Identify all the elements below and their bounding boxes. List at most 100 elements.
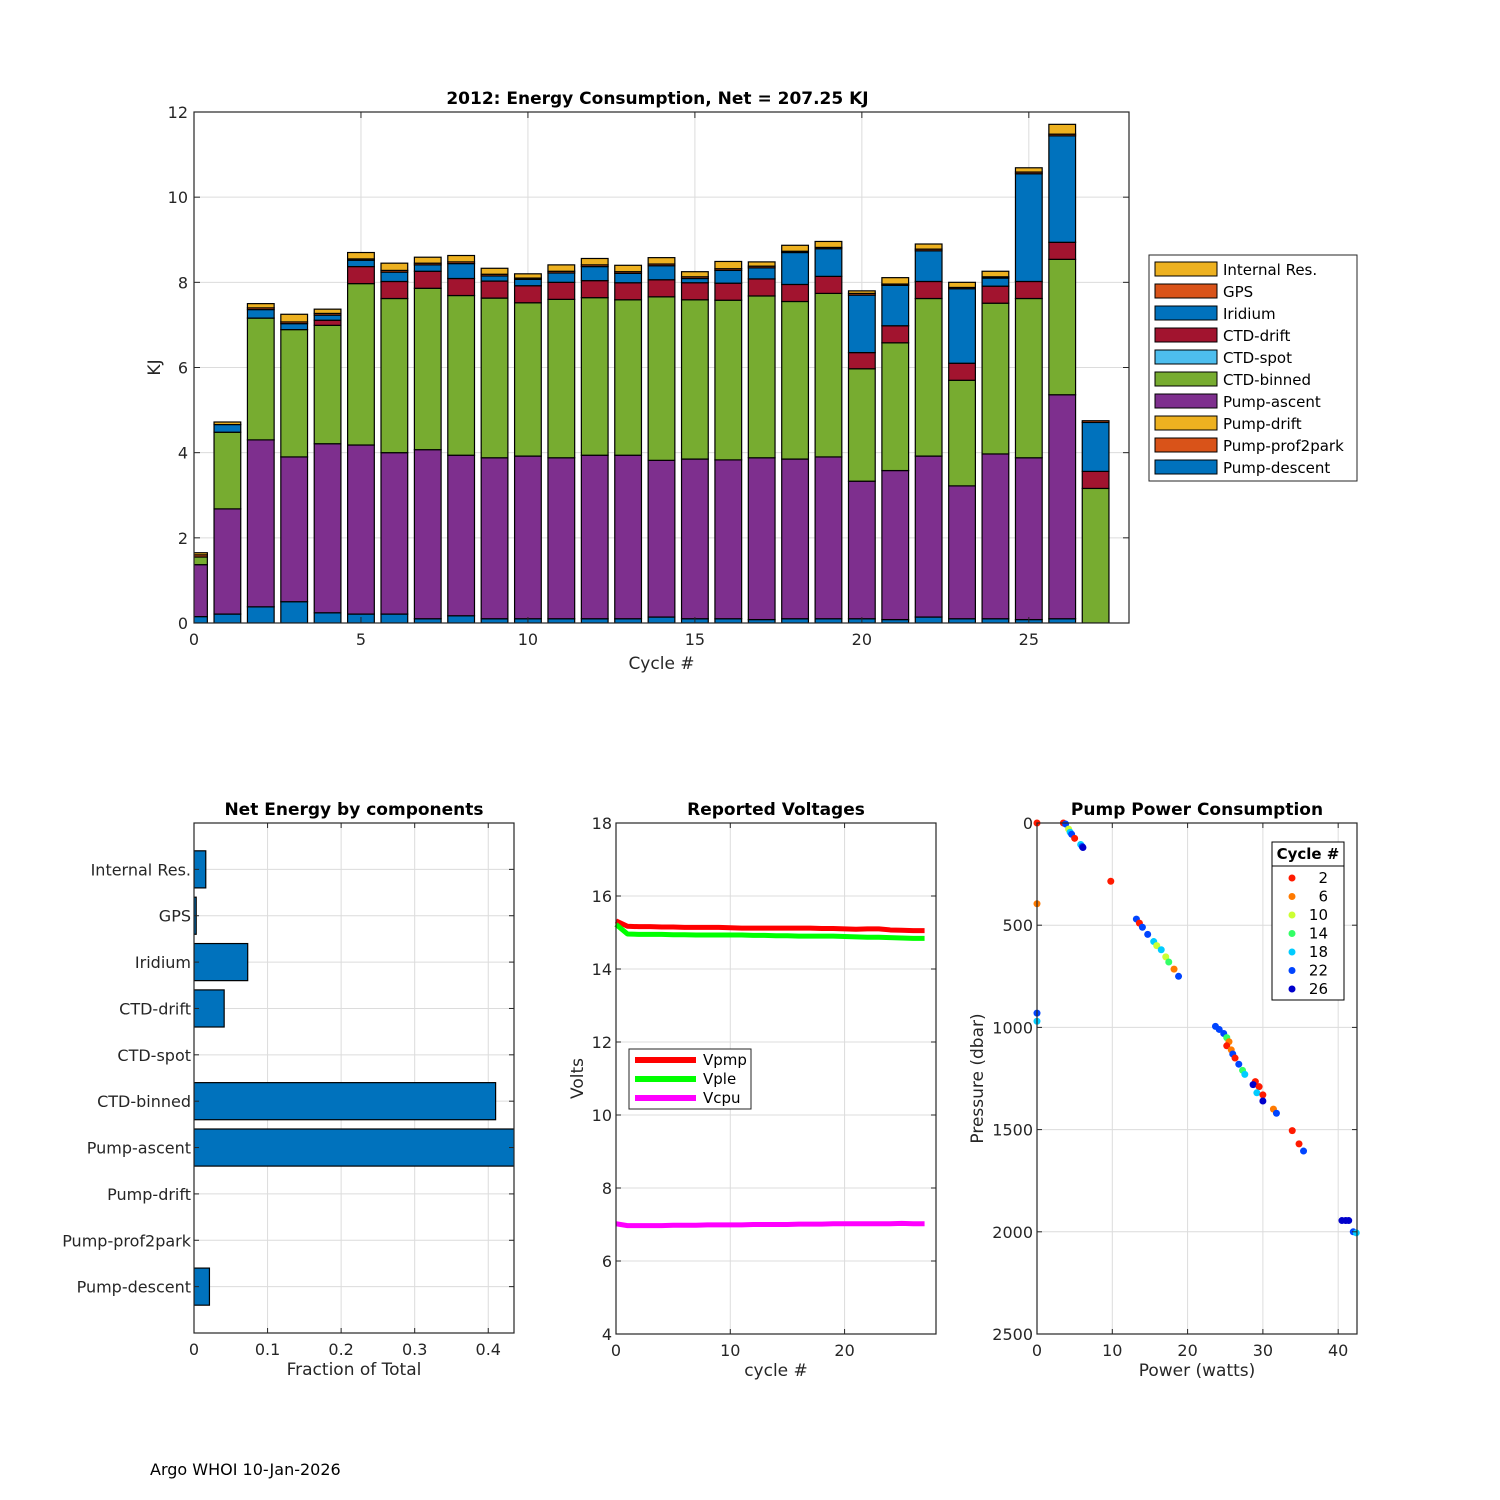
bar-segment — [480, 275, 509, 282]
bar-segment — [948, 362, 976, 381]
bar-segment — [847, 294, 876, 354]
scatter-point — [1153, 942, 1161, 950]
legend-swatch — [1154, 437, 1218, 453]
x-axis-label: Cycle # — [628, 654, 694, 674]
bar-segment — [814, 275, 843, 295]
bar-segment — [781, 244, 810, 252]
y-tick-label: 4 — [178, 444, 188, 463]
y-tick-label: 4 — [602, 1325, 612, 1344]
bar-segment — [847, 290, 876, 295]
scatter-point — [1144, 930, 1152, 938]
bar-segment — [213, 508, 242, 615]
x-tick-label: 0.2 — [328, 1340, 353, 1359]
bar-segment — [213, 613, 242, 623]
bar-segment — [213, 423, 242, 433]
bar-segment — [614, 272, 643, 284]
bar — [194, 1267, 211, 1306]
bar-segment — [580, 257, 609, 266]
y-tick-label: 2 — [178, 529, 188, 548]
x-tick-label: 20 — [1177, 1341, 1197, 1360]
bar-segment — [380, 613, 409, 623]
scatter-point — [1157, 946, 1165, 954]
legend-label: 22 — [1309, 962, 1328, 980]
scatter-point — [1253, 1089, 1261, 1097]
bar-segment — [313, 314, 342, 321]
bar-segment — [714, 269, 743, 284]
legend-label: Pump-prof2park — [1223, 437, 1344, 455]
bar-segment — [313, 612, 342, 623]
x-tick-label: 10 — [1102, 1341, 1122, 1360]
bar-segment — [194, 554, 208, 558]
y-tick-label: 0 — [178, 614, 188, 633]
legend: Internal Res. GPS Iridium CTD-drift CTD-spot… — [1148, 254, 1358, 482]
bar-segment — [1048, 123, 1077, 135]
legend-swatch — [1154, 261, 1218, 277]
legend-label: Internal Res. — [1223, 261, 1317, 279]
scatter-point — [1175, 972, 1183, 980]
bar-segment — [1014, 297, 1043, 459]
y-tick-label: CTD-spot — [117, 1046, 191, 1065]
net-axes-bg — [194, 823, 514, 1333]
y-tick-label: Pump-descent — [77, 1278, 191, 1297]
x-tick-label: 30 — [1253, 1341, 1273, 1360]
bar-segment — [614, 282, 643, 301]
x-tick-label: 15 — [685, 630, 705, 649]
bar-segment — [246, 303, 275, 309]
net-axes-box — [193, 822, 515, 1334]
bar-segment — [580, 454, 609, 620]
bar-segment — [680, 458, 709, 620]
legend-label: GPS — [1223, 283, 1253, 301]
bar-segment — [513, 285, 542, 304]
scatter-point — [1165, 958, 1173, 966]
bar-segment — [194, 552, 208, 556]
bar-segment — [547, 298, 576, 459]
legend-marker — [1288, 893, 1296, 900]
bar-segment — [647, 265, 676, 281]
bar-segment — [413, 256, 442, 264]
bar-segment — [1048, 135, 1077, 243]
y-tick-label: 12 — [168, 103, 188, 122]
bars-group — [194, 850, 514, 1306]
bar-segment — [280, 601, 309, 623]
x-axis-label: Power (watts) — [1139, 1361, 1256, 1381]
bar-segment — [380, 262, 409, 272]
x-tick-label: 0.3 — [402, 1340, 427, 1359]
legend-label: Vpmp — [703, 1051, 747, 1069]
bar-segment — [948, 288, 976, 364]
bar-segment — [246, 439, 275, 608]
pump-axes-box — [1036, 822, 1358, 1335]
bar-segment — [914, 250, 943, 283]
bar-segment — [881, 284, 910, 327]
y-tick-label: 12 — [592, 1033, 612, 1052]
bar-segment — [981, 618, 1010, 623]
voltages-line-chart: 0 10 20 4 6 8 10 12 14 16 18 cycle # Volts Reported V… — [568, 800, 937, 1381]
bar-segment — [413, 264, 442, 272]
x-tick-label: 40 — [1328, 1341, 1348, 1360]
bar-segment — [981, 453, 1010, 620]
y-tick-label: CTD-binned — [97, 1092, 191, 1111]
bar-segment — [714, 260, 743, 270]
bar-segment — [246, 606, 275, 623]
bar-segment — [1048, 241, 1077, 260]
legend-label: 26 — [1309, 980, 1328, 998]
bar-segment — [547, 272, 576, 283]
x-tick-label: 20 — [834, 1341, 854, 1360]
bar-segment — [714, 282, 743, 301]
legend-label: CTD-binned — [1223, 371, 1311, 389]
scatter-point — [1231, 1054, 1239, 1062]
bar-segment — [1081, 470, 1110, 490]
bar-segment — [747, 267, 776, 280]
legend-marker — [1288, 930, 1296, 937]
bar-segment — [714, 618, 743, 623]
bar-segment — [313, 308, 342, 315]
legend-title: Cycle # — [1277, 845, 1340, 863]
bar-segment — [547, 264, 576, 272]
bar-segment — [313, 324, 342, 445]
footer-text: Argo WHOI 10-Jan-2026 — [150, 1460, 341, 1479]
scatter-point — [1241, 1070, 1249, 1078]
series-line-vcpu — [615, 1220, 925, 1229]
bar-segment — [1014, 280, 1043, 300]
bar-segment — [881, 469, 910, 621]
legend-swatch — [1154, 305, 1218, 321]
bar-segment — [1048, 394, 1077, 620]
